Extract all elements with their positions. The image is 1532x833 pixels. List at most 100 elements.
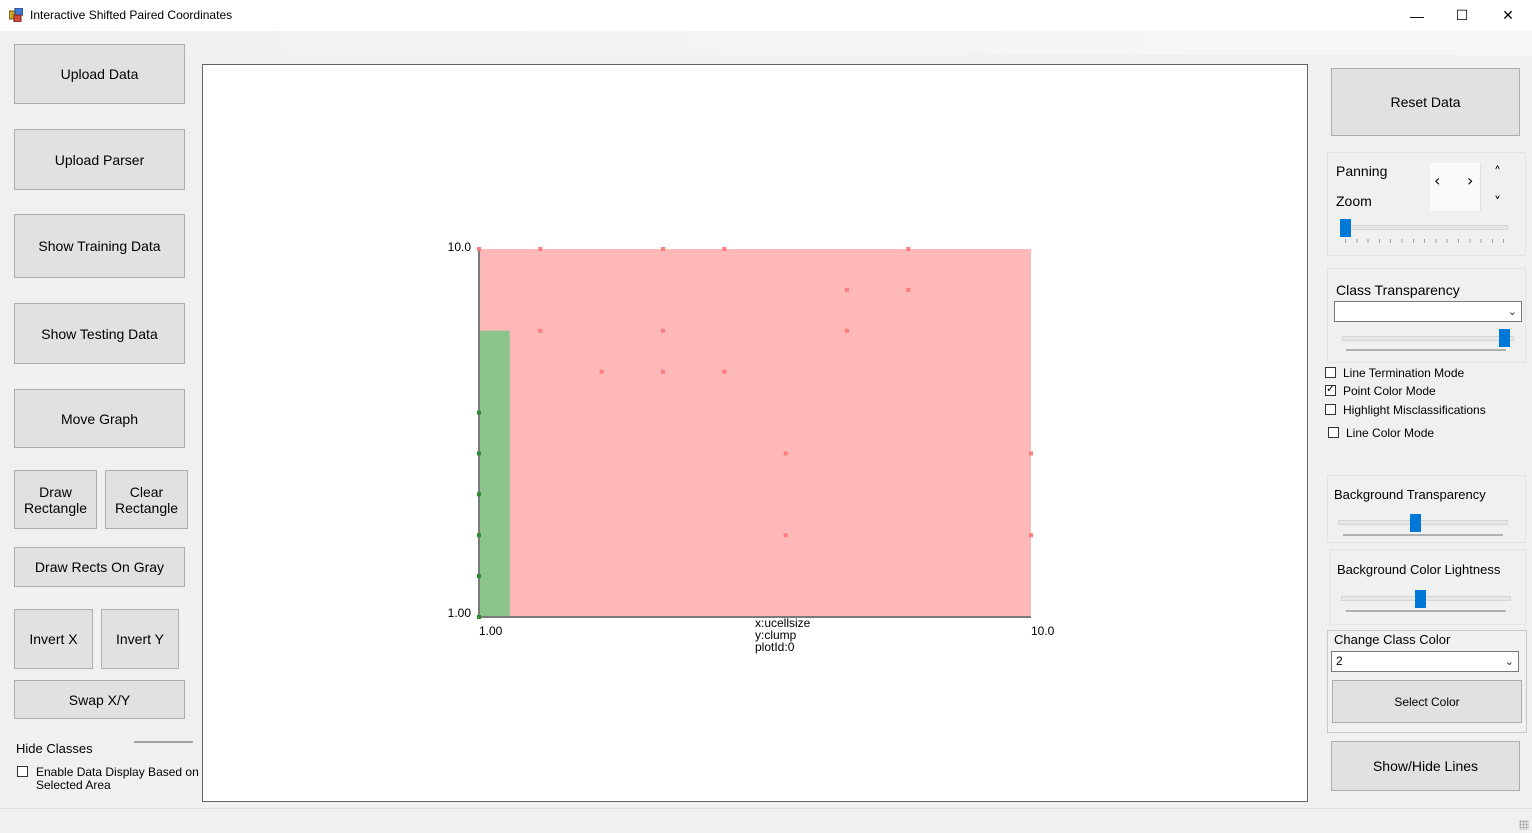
enable-data-display-label-2: Selected Area — [36, 778, 111, 792]
swap-xy-button[interactable]: Swap X/Y — [14, 680, 185, 719]
chevron-down-icon: ⌄ — [1504, 655, 1514, 668]
invert-y-label: Invert Y — [116, 631, 164, 647]
chevron-down-icon: ⌄ — [1507, 305, 1517, 318]
red-data-point — [661, 247, 665, 251]
plot-canvas[interactable]: 10.0 1.00 1.00 10.0 x:ucellsize y:clump plotId… — [202, 64, 1308, 802]
hide-classes-divider — [134, 741, 193, 743]
background-transparency-panel: Background Transparency — [1327, 475, 1526, 543]
pan-down-icon[interactable]: ˅ — [1494, 195, 1501, 211]
point-color-mode-checkbox[interactable] — [1325, 382, 1336, 396]
pan-up-icon[interactable]: ˄ — [1494, 165, 1501, 181]
draw-rectangle-button[interactable]: Draw Rectangle — [14, 470, 97, 529]
show-training-data-button[interactable]: Show Training Data — [14, 214, 185, 278]
plot-id-label: plotId:0 — [755, 640, 795, 654]
green-data-point — [477, 410, 481, 415]
draw-rectangle-label-2: Rectangle — [23, 499, 88, 516]
zoom-label: Zoom — [1336, 193, 1372, 209]
y-axis-label: y:clump — [755, 628, 797, 642]
green-data-point — [477, 574, 481, 579]
class-transparency-select[interactable]: ⌄ — [1334, 301, 1522, 322]
upload-parser-button[interactable]: Upload Parser — [14, 129, 185, 190]
line-color-mode-checkbox[interactable] — [1328, 427, 1339, 438]
maximize-button[interactable]: ☐ — [1439, 0, 1485, 31]
red-data-point — [1029, 533, 1033, 538]
green-data-point — [477, 615, 481, 619]
green-data-point — [477, 533, 481, 538]
zoom-slider-ticks — [1345, 239, 1511, 243]
close-button[interactable]: ✕ — [1485, 0, 1531, 31]
zoom-slider-thumb[interactable] — [1340, 219, 1351, 237]
background-transparency-ticks — [1343, 534, 1503, 536]
red-data-point — [538, 328, 543, 333]
y-tick-label-max: 10.0 — [448, 240, 472, 254]
red-data-point — [599, 369, 604, 374]
background-transparency-slider-thumb[interactable] — [1410, 514, 1421, 532]
green-data-point — [477, 451, 481, 456]
background-color-lightness-slider-thumb[interactable] — [1415, 590, 1426, 608]
red-data-point — [477, 247, 481, 251]
invert-x-label: Invert X — [29, 631, 78, 647]
hide-classes-label: Hide Classes — [16, 741, 93, 756]
scatter-plot[interactable]: 10.0 1.00 1.00 10.0 x:ucellsizey:clumpplotId… — [203, 65, 1307, 801]
class-transparency-slider-track[interactable] — [1342, 336, 1514, 341]
red-data-point — [845, 287, 849, 292]
pan-right-icon[interactable]: › — [1467, 171, 1474, 190]
pan-control-area — [1430, 163, 1481, 211]
highlight-misclassifications-checkbox[interactable] — [1325, 404, 1336, 415]
clear-rectangle-label-2: Rectangle — [114, 499, 179, 516]
point-color-mode-label: Point Color Mode — [1343, 384, 1436, 398]
panning-zoom-panel: Panning Zoom ‹ › ˄ ˅ — [1327, 152, 1526, 256]
class-color-select[interactable]: 2 ⌄ — [1331, 651, 1519, 672]
x-axis-label: x:ucellsize — [755, 616, 811, 630]
show-hide-lines-button[interactable]: Show/Hide Lines — [1331, 741, 1520, 791]
y-tick-label-min: 1.00 — [448, 606, 472, 620]
class-transparency-ticks — [1346, 349, 1506, 351]
window-title: Interactive Shifted Paired Coordinates — [30, 8, 233, 22]
show-testing-data-button[interactable]: Show Testing Data — [14, 303, 185, 364]
change-class-color-label: Change Class Color — [1334, 632, 1451, 647]
resize-grip-icon[interactable] — [1519, 820, 1529, 830]
red-data-point — [538, 247, 543, 251]
move-graph-button[interactable]: Move Graph — [14, 389, 185, 448]
green-class-region — [479, 330, 510, 617]
background-color-lightness-panel: Background Color Lightness — [1330, 549, 1526, 625]
minimize-button[interactable]: — — [1394, 0, 1440, 31]
reset-data-button[interactable]: Reset Data — [1331, 68, 1520, 136]
maximize-icon: ☐ — [1455, 7, 1469, 23]
enable-data-display-checkbox[interactable] — [17, 766, 28, 777]
show-testing-label: Show Testing Data — [41, 325, 158, 342]
background-transparency-slider-track[interactable] — [1338, 520, 1508, 525]
draw-rects-on-gray-button[interactable]: Draw Rects On Gray — [14, 547, 185, 587]
upload-data-button[interactable]: Upload Data — [14, 44, 185, 104]
zoom-slider-track[interactable] — [1340, 225, 1508, 230]
change-class-color-panel: Change Class Color 2 ⌄ Select Color — [1327, 630, 1527, 733]
pan-left-icon[interactable]: ‹ — [1434, 171, 1441, 190]
red-data-point — [845, 328, 849, 333]
move-graph-label: Move Graph — [60, 410, 139, 427]
highlight-misclassifications-label: Highlight Misclassifications — [1343, 403, 1486, 417]
red-data-point — [906, 287, 911, 292]
select-color-button[interactable]: Select Color — [1332, 680, 1522, 723]
green-data-point — [477, 492, 481, 497]
title-bar: Interactive Shifted Paired Coordinates —… — [0, 0, 1532, 31]
clear-rectangle-button[interactable]: Clear Rectangle — [105, 470, 188, 529]
red-data-point — [783, 451, 788, 456]
toolbar-strip — [0, 31, 1532, 55]
line-termination-mode-checkbox[interactable] — [1325, 367, 1336, 378]
swap-xy-label: Swap X/Y — [68, 691, 131, 708]
red-data-point — [722, 369, 727, 374]
background-color-lightness-slider-track[interactable] — [1341, 596, 1511, 601]
invert-x-button[interactable]: Invert X — [14, 609, 93, 669]
class-transparency-slider-thumb[interactable] — [1499, 329, 1510, 347]
reset-data-label: Reset Data — [1390, 94, 1461, 110]
status-bar — [0, 808, 1532, 833]
background-color-lightness-ticks — [1346, 610, 1506, 612]
close-icon: ✕ — [1502, 7, 1514, 23]
draw-rects-gray-label: Draw Rects On Gray — [34, 559, 165, 575]
x-tick-label-max: 10.0 — [1031, 624, 1055, 638]
clear-rectangle-label-1: Clear — [129, 483, 164, 500]
draw-rectangle-label-1: Draw — [39, 483, 72, 500]
invert-y-button[interactable]: Invert Y — [101, 609, 179, 669]
show-training-label: Show Training Data — [38, 238, 161, 254]
red-data-point — [661, 369, 665, 374]
